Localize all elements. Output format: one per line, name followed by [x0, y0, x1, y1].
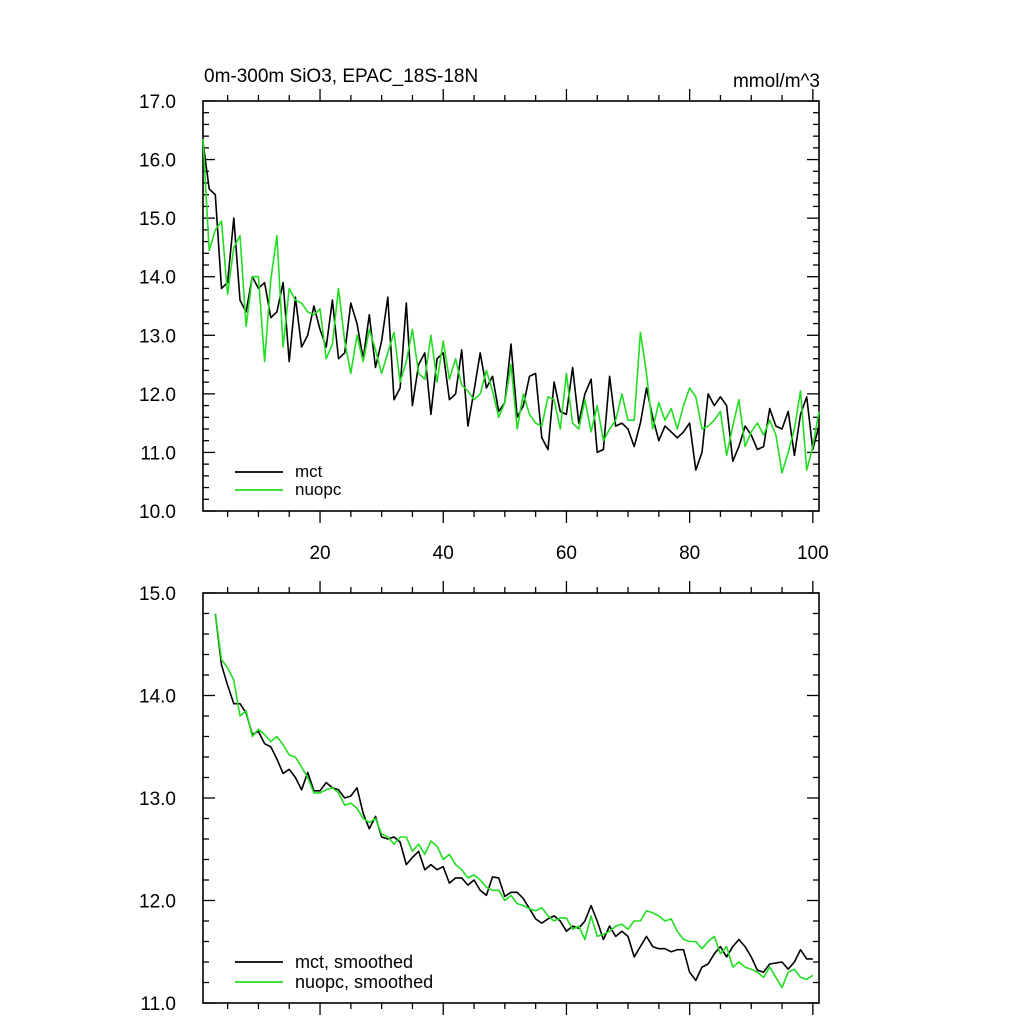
y-tick-label: 12.0	[139, 892, 176, 913]
y-tick-label: 17.0	[139, 92, 176, 113]
y-tick-label: 11.0	[140, 994, 176, 1015]
x-tick-label: 20	[309, 543, 330, 564]
ticks	[203, 581, 819, 1015]
y-tick-label: 16.0	[139, 151, 176, 172]
y-tick-label: 13.0	[139, 326, 176, 347]
x-tick-label: 60	[556, 543, 577, 564]
legend-label-mct-smoothed: mct, smoothed	[295, 952, 413, 972]
ticks	[203, 89, 819, 523]
y-tick-label: 15.0	[139, 584, 176, 605]
chart-units: mmol/m^3	[733, 71, 820, 92]
tick-labels: 11.0 12.0 13.0 14.0 15.0	[139, 584, 176, 1015]
series-line-nuopc	[202, 139, 820, 474]
chart-title: 0m-300m SiO3, EPAC_18S-18N	[204, 66, 478, 87]
x-tick-label: 40	[433, 543, 454, 564]
chart-bottom: 11.0 12.0 13.0 14.0 15.0 mct, smoothed nuopc…	[139, 581, 820, 1015]
chart-top: 0m-300m SiO3, EPAC_18S-18N mmol/m^3 10.0…	[139, 66, 829, 564]
tick-labels: 10.0 11.0 12.0 13.0 14.0 15.0 16.0 17.0 20 40 60 80…	[139, 92, 829, 564]
legend-label-nuopc-smoothed: nuopc, smoothed	[295, 972, 433, 992]
series-line-mct-smoothed	[214, 613, 813, 982]
data-lines	[202, 139, 820, 474]
y-tick-label: 13.0	[139, 789, 176, 810]
plot-frame	[202, 592, 820, 1004]
series-line-nuopc-smoothed	[214, 613, 814, 989]
y-tick-label: 12.0	[139, 385, 176, 406]
y-tick-label: 10.0	[139, 502, 176, 523]
y-tick-label: 14.0	[139, 268, 176, 289]
x-tick-label: 80	[679, 543, 700, 564]
y-tick-label: 15.0	[139, 209, 176, 230]
series-line-mct	[202, 141, 820, 471]
legend-label-nuopc: nuopc	[295, 480, 342, 499]
y-tick-label: 14.0	[139, 687, 176, 708]
legend: mct nuopc	[235, 462, 342, 499]
x-tick-label: 100	[797, 543, 829, 564]
legend-label-mct: mct	[295, 462, 323, 481]
plot-frame	[202, 100, 820, 512]
legend: mct, smoothed nuopc, smoothed	[235, 952, 433, 992]
data-lines	[214, 613, 814, 989]
y-tick-label: 11.0	[140, 443, 176, 464]
